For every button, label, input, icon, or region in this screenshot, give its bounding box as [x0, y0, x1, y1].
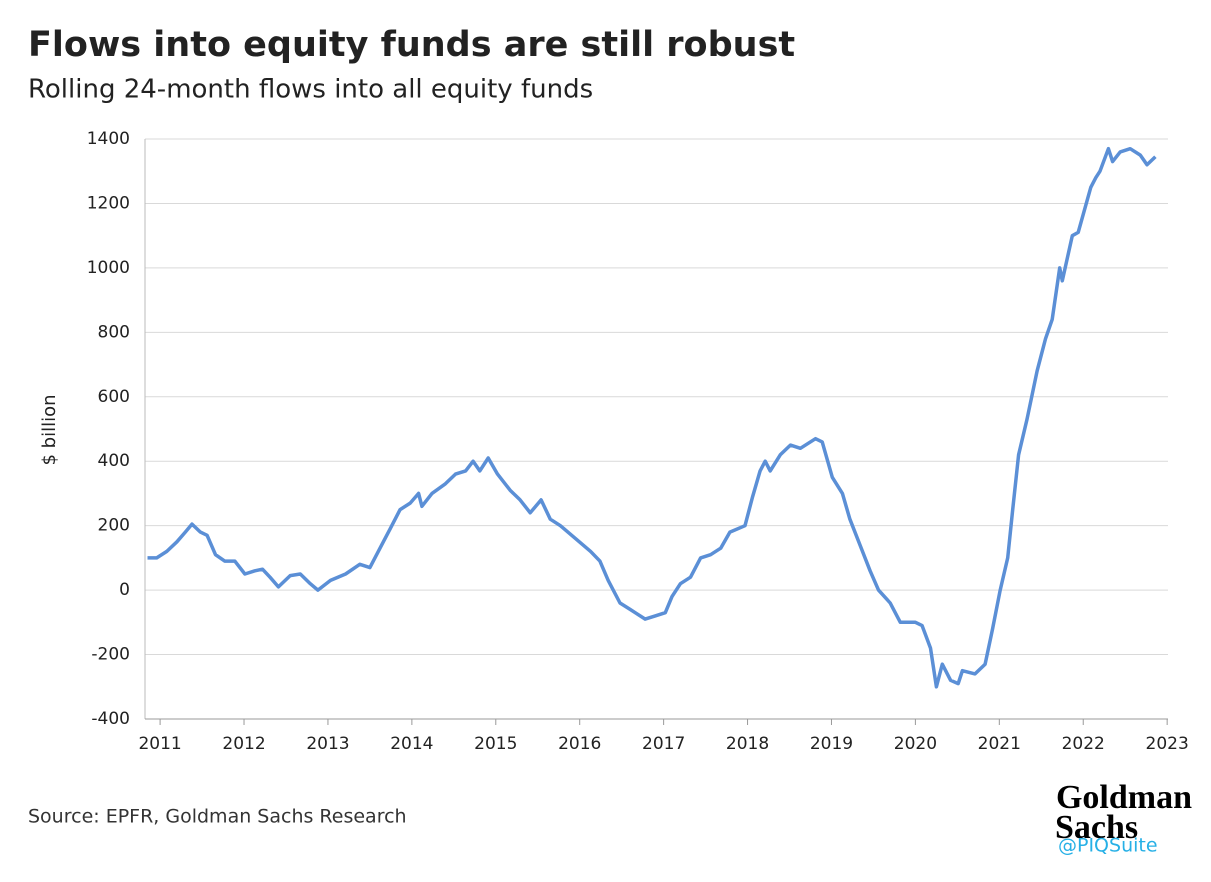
x-tick-label: 2022: [1062, 734, 1105, 754]
logo: Goldman: [1056, 779, 1192, 816]
x-tick-label: 2018: [726, 734, 769, 754]
chart-title: Flows into equity funds are still robust: [28, 25, 795, 65]
x-tick-label: 2023: [1146, 734, 1189, 754]
x-tick-label: 2014: [390, 734, 433, 754]
x-tick-label: 2012: [222, 734, 265, 754]
line: [147, 146, 1157, 689]
x-tick-label: 2016: [558, 734, 601, 754]
watermark: @PIQSuite: [1058, 835, 1158, 857]
y-tick-label: 1200: [87, 193, 130, 213]
y-tick-label: 800: [98, 322, 130, 342]
x-tick-label: 2020: [894, 734, 937, 754]
y-tick-label: 400: [98, 451, 130, 471]
y-tick-label: 1000: [87, 258, 130, 278]
y-tick-label: 1400: [87, 129, 130, 149]
source: Source: EPFR, Goldman Sachs Research: [28, 806, 407, 828]
logo: Sachs: [1055, 809, 1138, 846]
chart-subtitle: Rolling 24-month flows into all equity f…: [28, 75, 593, 105]
y-tick-label: -200: [91, 645, 130, 665]
x-tick-label: 2021: [978, 734, 1021, 754]
x-tick-label: 2011: [138, 734, 181, 754]
y-tick-label: 600: [98, 387, 130, 407]
y-tick-label: 0: [119, 580, 130, 600]
y-tick-label: -400: [91, 709, 130, 729]
x-tick-label: 2017: [642, 734, 685, 754]
y-axis-label: $ billion: [39, 394, 60, 465]
y-tick-label: 200: [98, 516, 130, 536]
x-tick-label: 2019: [810, 734, 853, 754]
x-tick-label: 2015: [474, 734, 517, 754]
x-tick-label: 2013: [306, 734, 349, 754]
